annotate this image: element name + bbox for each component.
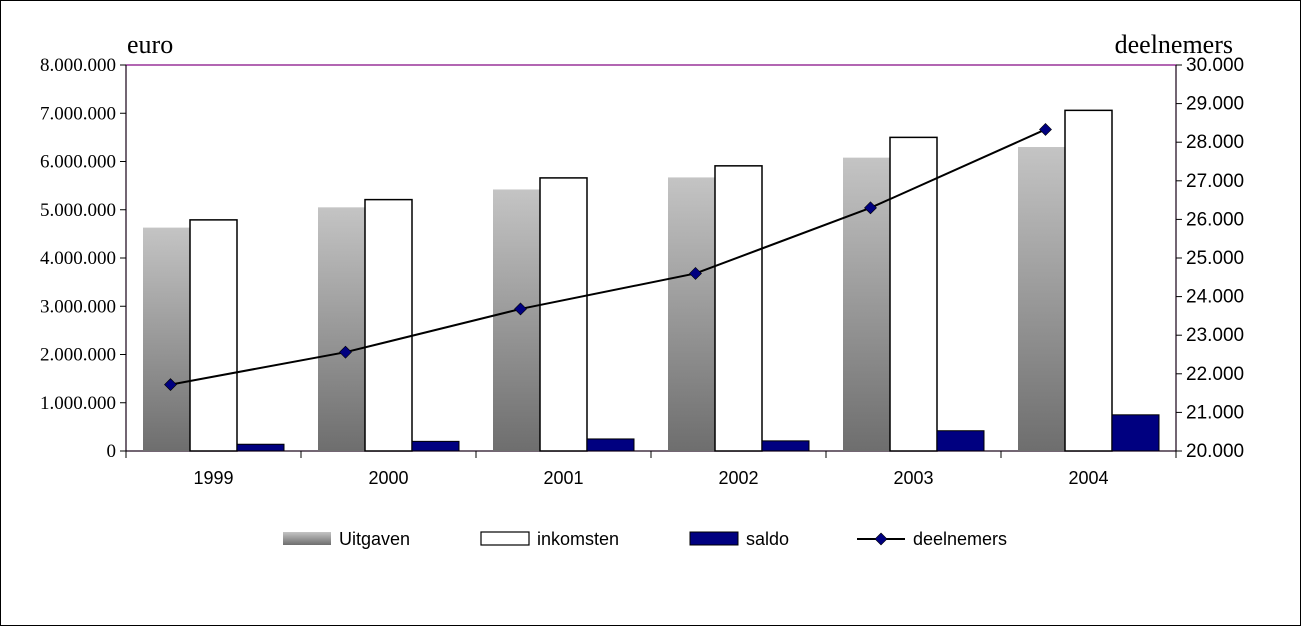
- right-tick-label: 20.000: [1186, 441, 1244, 462]
- bar-uitgaven-2000: [318, 207, 365, 451]
- left-tick-label: 5.000.000: [40, 200, 116, 221]
- right-tick-label: 29.000: [1186, 94, 1244, 115]
- x-tick-label: 2003: [893, 468, 933, 488]
- line-deelnemers: [170, 128, 1046, 386]
- left-tick-label: 2.000.000: [40, 345, 116, 366]
- left-tick-label: 0: [107, 441, 117, 462]
- legend-label-deelnemers: deelnemers: [913, 529, 1007, 549]
- right-tick-label: 25.000: [1186, 248, 1244, 269]
- bar-uitgaven-2002: [668, 177, 715, 452]
- right-tick-label: 21.000: [1186, 402, 1244, 423]
- left-tick-label: 7.000.000: [40, 103, 116, 124]
- marker-deelnemers-2004: [1039, 123, 1052, 136]
- x-tick-label: 1999: [193, 468, 233, 488]
- bar-inkomsten-2004: [1064, 109, 1113, 452]
- bar-saldo-2003: [936, 430, 985, 452]
- marker-deelnemers-2000: [339, 345, 352, 359]
- legend-label-Uitgaven: Uitgaven: [339, 529, 410, 549]
- bar-saldo-2001: [586, 438, 635, 452]
- bar-inkomsten-2003: [889, 136, 938, 452]
- bar-uitgaven-2001: [493, 189, 540, 452]
- bar-saldo-2004: [1111, 414, 1160, 452]
- bar-inkomsten-2000: [364, 198, 413, 452]
- x-tick-label: 2002: [718, 468, 758, 488]
- bar-saldo-2000: [411, 440, 460, 452]
- legend-swatch-saldo: [689, 531, 739, 546]
- right-tick-label: 27.000: [1186, 171, 1244, 192]
- left-tick-label: 1.000.000: [40, 393, 116, 414]
- legend-marker-deelnemers: [874, 532, 888, 546]
- legend-swatch-inkomsten: [480, 531, 530, 546]
- bar-uitgaven-1999: [143, 227, 190, 451]
- marker-deelnemers-2002: [689, 267, 702, 280]
- right-tick-label: 30.000: [1186, 55, 1244, 76]
- bar-saldo-1999: [236, 443, 285, 452]
- marker-deelnemers-2001: [514, 302, 527, 316]
- x-tick-label: 2004: [1068, 468, 1108, 488]
- right-tick-label: 22.000: [1186, 364, 1244, 385]
- right-axis-title: deelnemers: [1115, 30, 1233, 59]
- legend-label-saldo: saldo: [746, 529, 789, 549]
- x-tick-label: 2001: [543, 468, 583, 488]
- bar-inkomsten-1999: [189, 219, 238, 452]
- bar-saldo-2002: [761, 440, 810, 452]
- legend-label-inkomsten: inkomsten: [537, 529, 619, 549]
- legend-swatch-Uitgaven: [283, 532, 331, 545]
- bar-inkomsten-2002: [714, 165, 763, 452]
- marker-deelnemers-1999: [164, 378, 177, 392]
- bar-inkomsten-2001: [539, 177, 588, 452]
- right-tick-label: 28.000: [1186, 132, 1244, 153]
- left-tick-label: 6.000.000: [40, 152, 116, 173]
- left-tick-label: 3.000.000: [40, 296, 116, 317]
- right-tick-label: 24.000: [1186, 287, 1244, 308]
- left-tick-label: 8.000.000: [40, 55, 116, 76]
- right-tick-label: 26.000: [1186, 209, 1244, 230]
- marker-deelnemers-2003: [864, 201, 877, 215]
- left-axis-title: euro: [127, 30, 173, 59]
- x-tick-label: 2000: [368, 468, 408, 488]
- right-tick-label: 23.000: [1186, 325, 1244, 346]
- bar-uitgaven-2004: [1018, 147, 1065, 451]
- left-tick-label: 4.000.000: [40, 248, 116, 269]
